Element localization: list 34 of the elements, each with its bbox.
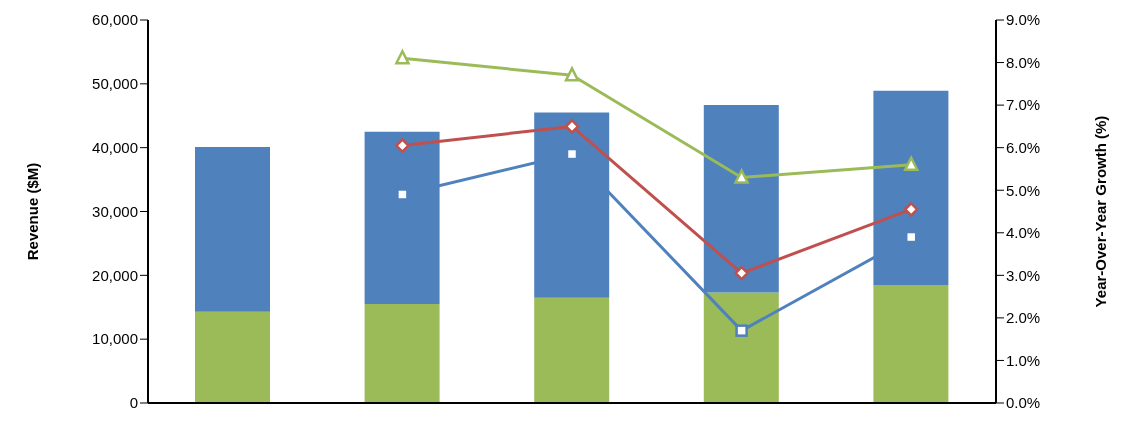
y-axis-title: Revenue ($M) (24, 162, 42, 261)
bar (703, 292, 779, 403)
point (903, 156, 919, 171)
y2-tick-label: 7.0% (1006, 96, 1041, 114)
y2-tick-label: 8.0% (1006, 53, 1041, 71)
y-tick-label: 10,000 (92, 330, 138, 348)
y-tick-label: 60,000 (92, 11, 138, 29)
bar (873, 284, 949, 403)
y2-tick-label: 5.0% (1006, 181, 1041, 199)
point (395, 50, 410, 65)
y2-tick-label: 4.0% (1006, 224, 1041, 242)
y2-tick-label: 0.0% (1006, 394, 1041, 412)
bar (195, 311, 270, 403)
y-tick-label: 50,000 (92, 75, 138, 93)
y-tick-label: 30,000 (92, 202, 138, 220)
bar (195, 147, 270, 312)
y-tick-label: 0 (129, 394, 138, 412)
bar (534, 297, 610, 403)
y-tick-label: 40,000 (92, 138, 138, 156)
y2-tick-label: 6.0% (1006, 138, 1041, 156)
y2-tick-label: 2.0% (1006, 309, 1041, 327)
y-tick-label: 20,000 (92, 266, 138, 284)
point (735, 324, 748, 337)
point (734, 265, 749, 281)
point (903, 202, 919, 217)
point (395, 138, 410, 153)
point (564, 67, 580, 82)
bar (364, 304, 440, 403)
y2-tick-label: 3.0% (1006, 266, 1041, 284)
y2-axis-title: Year-Over-Year Growth (%) (1092, 115, 1110, 308)
y2-tick-label: 1.0% (1006, 351, 1041, 369)
y2-tick-label: 9.0% (1006, 11, 1041, 29)
point (564, 119, 580, 134)
point (734, 169, 749, 184)
